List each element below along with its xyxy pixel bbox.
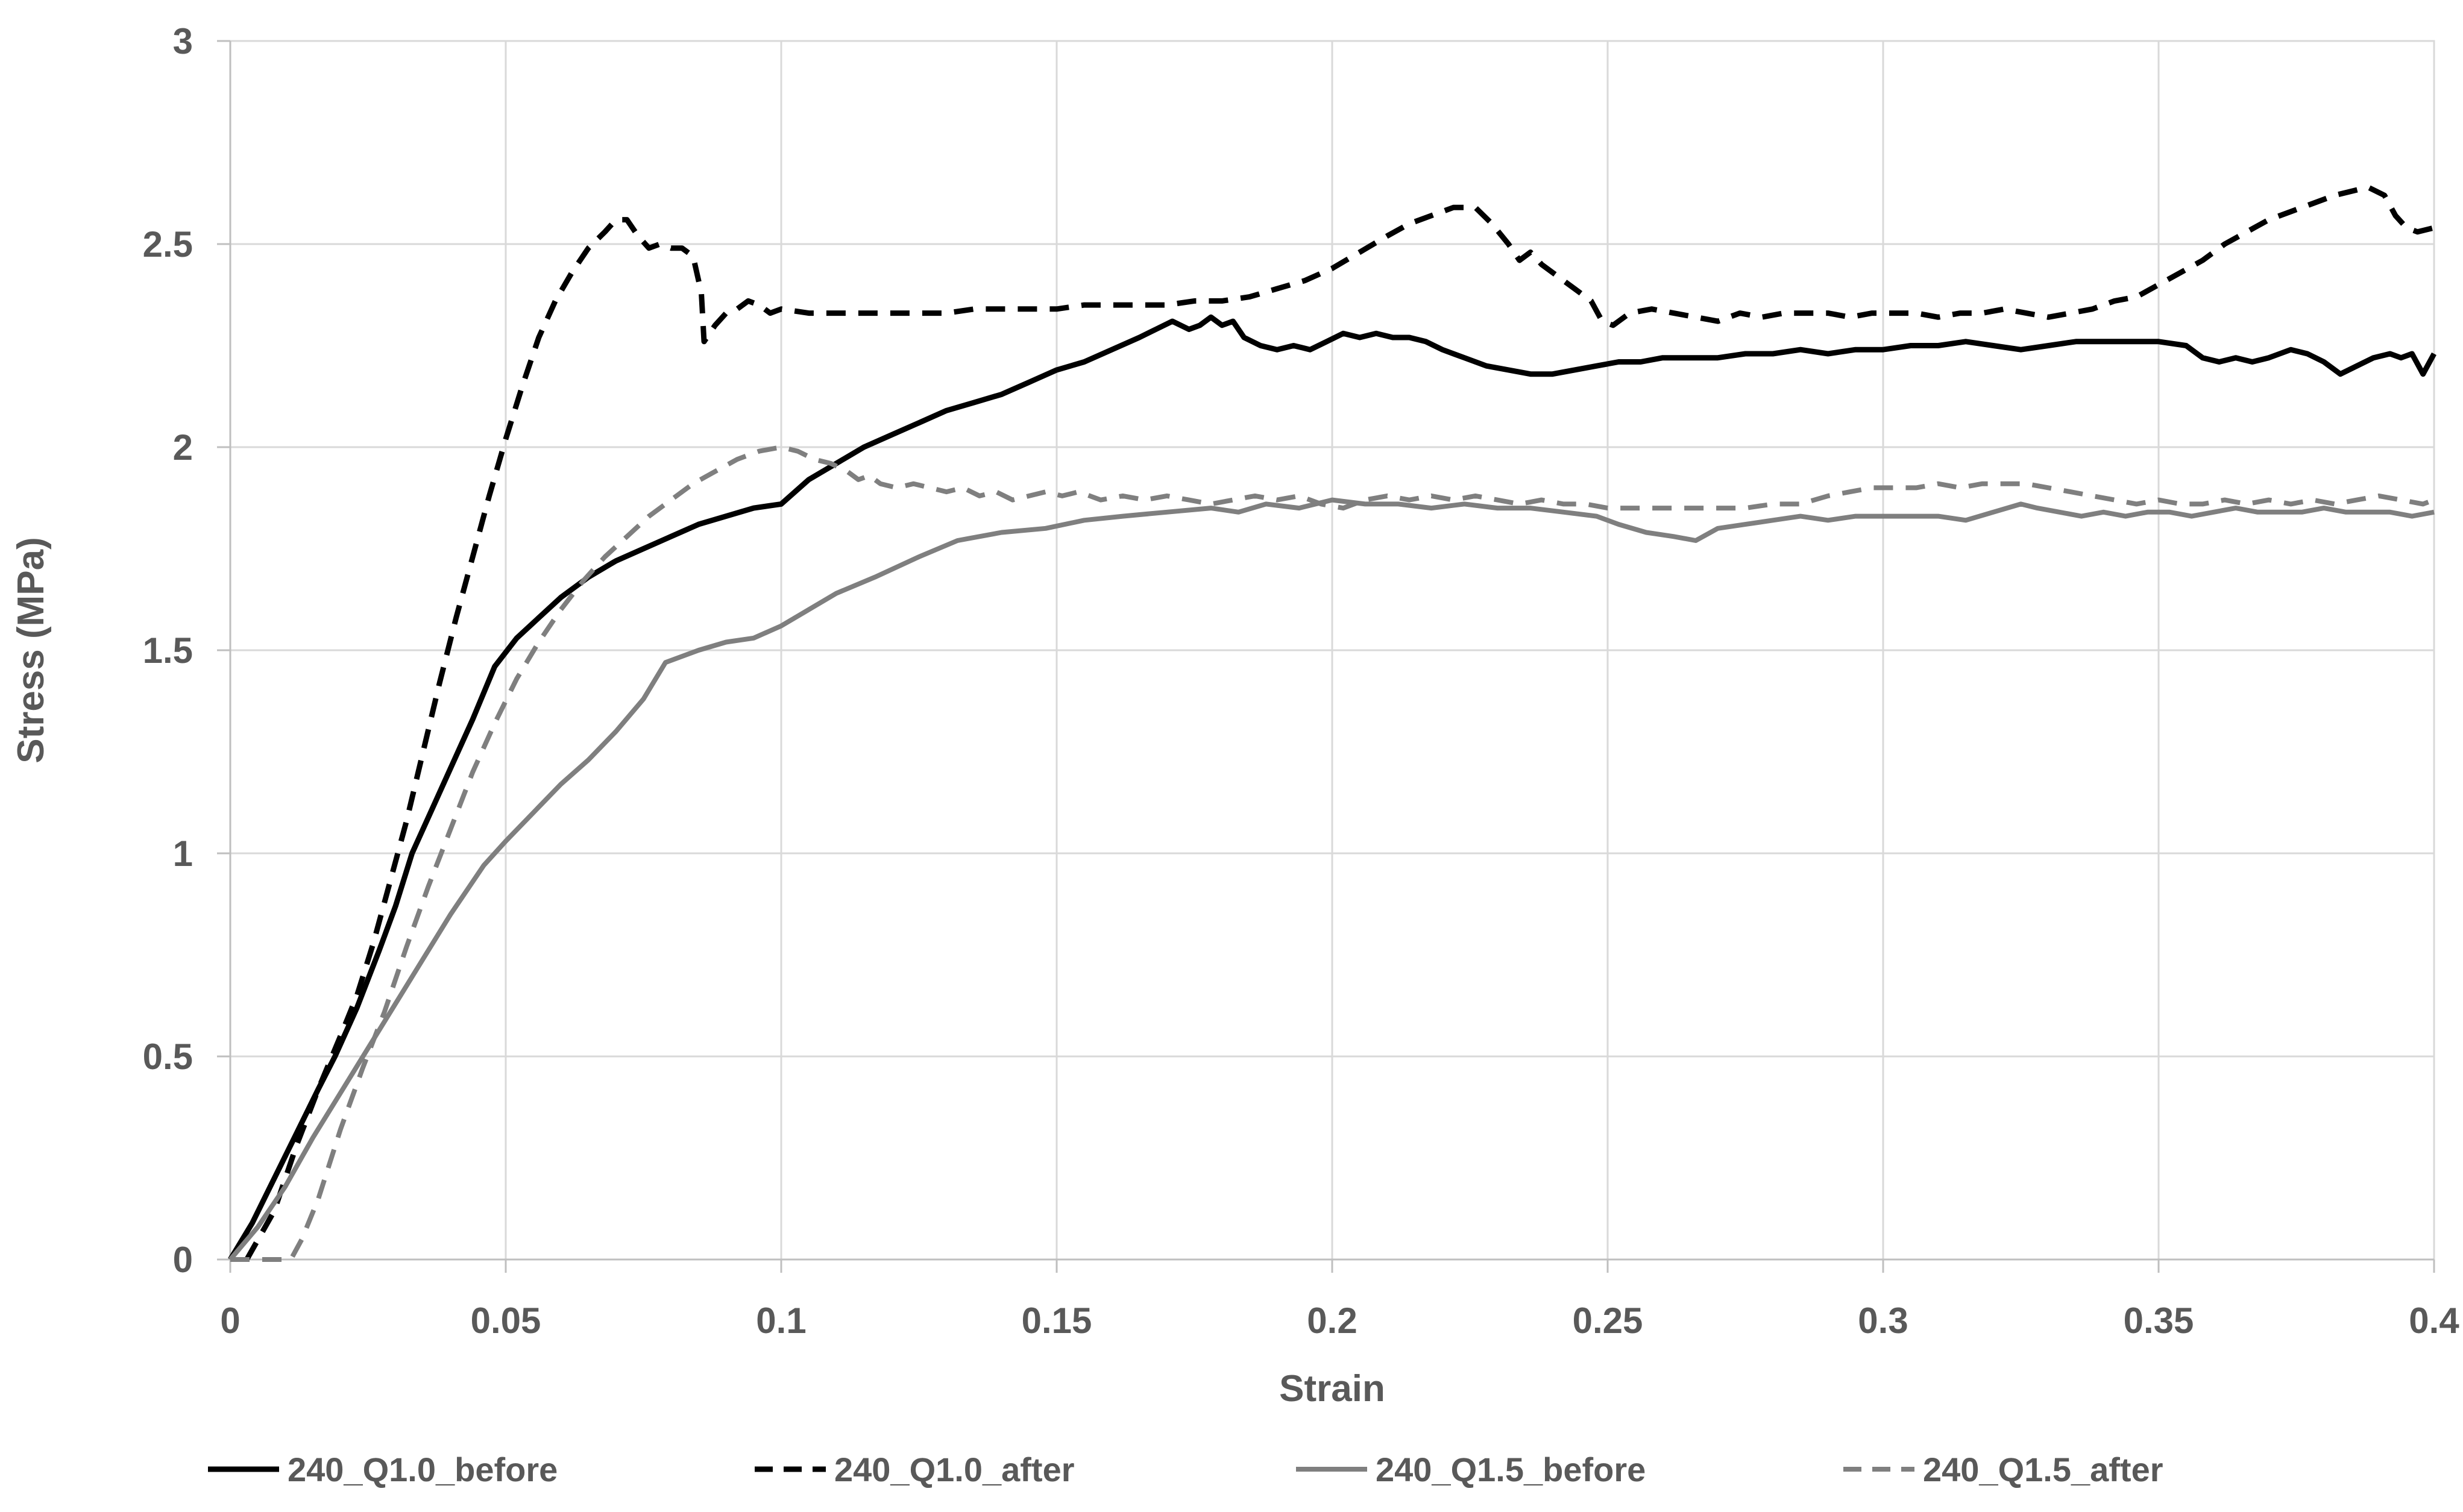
x-tick-label: 0.05 [471, 1300, 541, 1341]
series-line-240_Q1.5_after [230, 445, 2435, 1262]
y-tick-label: 3 [173, 21, 193, 61]
x-tick-label: 0.35 [2124, 1300, 2194, 1341]
x-tick-label: 0.25 [1573, 1300, 1643, 1341]
tick-labels: 0 0.05 0.1 0.15 0.2 0.25 0.3 0.35 0.4 0 0.5 1 1.5 2 2.… [143, 21, 2460, 1341]
y-tick-label: 1 [173, 833, 193, 874]
legend: 240_Q1.0_before 240_Q1.0_after 240_Q1.5_be… [208, 1451, 2163, 1488]
legend-item-240_Q1.0_after: 240_Q1.0_after [755, 1451, 1075, 1488]
y-tick-label: 1.5 [143, 630, 193, 671]
legend-item-240_Q1.5_after: 240_Q1.5_after [1843, 1451, 2163, 1488]
y-axis-title: Stress (MPa) [10, 537, 52, 764]
legend-item-240_Q1.5_before: 240_Q1.5_before [1296, 1451, 1646, 1488]
y-tick-label: 0.5 [143, 1037, 193, 1077]
x-axis-title: Strain [1279, 1368, 1385, 1410]
series-line-240_Q1.0_after [244, 184, 2435, 1261]
legend-label: 240_Q1.0_after [834, 1451, 1075, 1488]
y-tick-label: 2.5 [143, 224, 193, 265]
legend-label: 240_Q1.5_after [1923, 1451, 2163, 1488]
legend-label: 240_Q1.5_before [1376, 1451, 1646, 1488]
x-tick-label: 0.4 [2409, 1300, 2459, 1341]
x-tick-label: 0.2 [1307, 1300, 1357, 1341]
x-tick-label: 0.3 [1858, 1300, 1908, 1341]
x-tick-label: 0.1 [756, 1300, 806, 1341]
series-lines [228, 184, 2436, 1262]
x-tick-label: 0 [220, 1300, 240, 1341]
gridlines [229, 40, 2435, 1261]
y-tick-label: 2 [173, 427, 193, 468]
legend-item-240_Q1.0_before: 240_Q1.0_before [208, 1451, 558, 1488]
x-tick-label: 0.15 [1022, 1300, 1092, 1341]
y-tick-label: 0 [173, 1240, 193, 1280]
axis-ticks [217, 40, 2435, 1273]
series-line-240_Q1.5_before [228, 497, 2435, 1261]
legend-label: 240_Q1.0_before [288, 1451, 558, 1488]
